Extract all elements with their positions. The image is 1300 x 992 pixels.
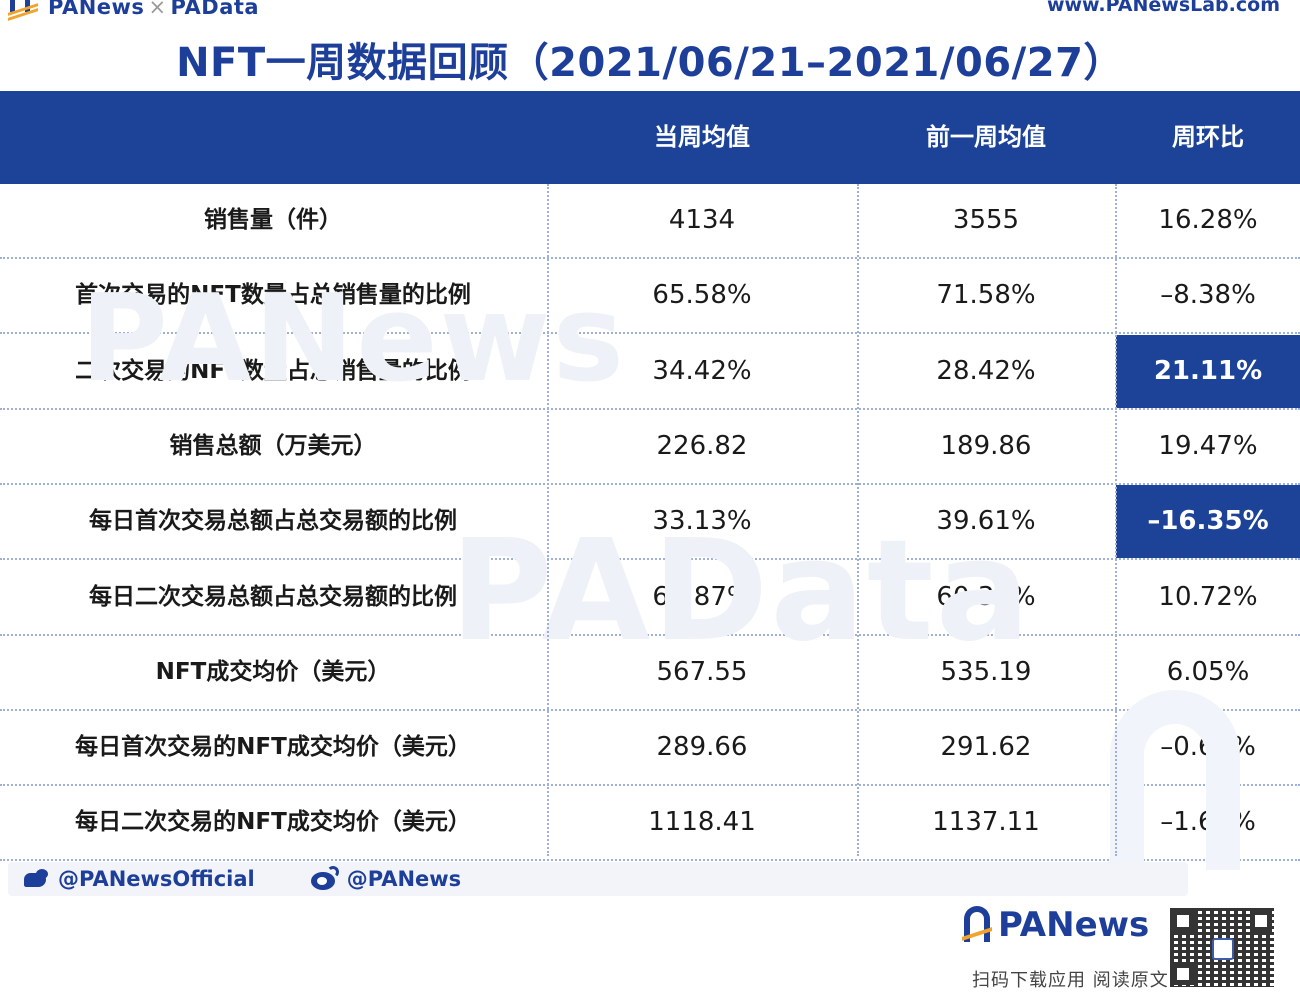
cell-change: 19.47%	[1158, 430, 1258, 461]
table-row: 每日首次交易的NFT成交均价（美元） 289.66 291.62 –0.67%	[0, 711, 1300, 787]
cell-current: 226.82	[656, 430, 748, 461]
cell-previous: 39.61%	[936, 506, 1036, 537]
cell-change: 6.05%	[1166, 656, 1250, 687]
weibo-icon	[309, 866, 339, 892]
brand-left-name: PANews	[48, 0, 145, 19]
brand-separator: ×	[148, 0, 167, 19]
page-title: NFT一周数据回顾（2021/06/21–2021/06/27）	[176, 40, 1124, 86]
header-cell-label	[0, 91, 546, 184]
footer-logo-text: PANews	[998, 905, 1150, 945]
panews-logo-icon	[962, 906, 992, 944]
cell-change: –16.35%	[1116, 485, 1300, 559]
cell-change: 10.72%	[1158, 581, 1258, 612]
row-label: 销售总额（万美元）	[169, 432, 377, 459]
cell-current: 33.13%	[652, 506, 752, 537]
brand-logo: PANews × PAData	[8, 0, 259, 21]
weibo-handle-text: @PANews	[346, 867, 462, 891]
table-row: 首次交易的NFT数量占总销售量的比例 65.58% 71.58% –8.38%	[0, 259, 1300, 335]
table-row: 销售量（件） 4134 3555 16.28%	[0, 184, 1300, 259]
panews-logo-icon	[8, 0, 42, 21]
table-row: 销售总额（万美元） 226.82 189.86 19.47%	[0, 410, 1300, 485]
cell-change: 21.11%	[1116, 334, 1300, 408]
brand-right-name: PAData	[170, 0, 260, 19]
cell-current: 66.87%	[652, 581, 752, 612]
header-cell-change: 周环比	[1172, 123, 1244, 151]
cell-current: 567.55	[656, 656, 748, 687]
cell-current: 4134	[668, 205, 736, 235]
cell-current: 1118.41	[648, 807, 756, 838]
twitter-handle-text: @PANewsOfficial	[58, 867, 255, 891]
download-caption: 扫码下载应用 阅读原文	[972, 970, 1169, 991]
cell-current: 289.66	[656, 732, 748, 763]
row-label: 每日首次交易总额占总交易额的比例	[89, 508, 457, 535]
table-row: 每日二次交易的NFT成交均价（美元） 1118.41 1137.11 –1.64%	[0, 786, 1300, 862]
cell-current: 34.42%	[652, 355, 752, 386]
site-url: www.PANewsLab.com	[1046, 0, 1280, 16]
header-cell-current: 当周均值	[654, 123, 750, 151]
table-header: 当周均值 前一周均值 周环比	[0, 91, 1300, 184]
row-label: NFT成交均价（美元）	[155, 658, 391, 685]
cell-change: –8.38%	[1160, 280, 1256, 311]
row-label: 每日二次交易总额占总交易额的比例	[89, 583, 457, 610]
header-cell-previous: 前一周均值	[926, 123, 1046, 151]
data-table: 当周均值 前一周均值 周环比	[0, 91, 1300, 184]
column-divider	[547, 184, 549, 856]
cell-previous: 3555	[952, 205, 1020, 235]
row-label: 首次交易的NFT数量占总销售量的比例	[75, 282, 471, 309]
row-label: 二次交易的NFT数量占总销售量的比例	[75, 357, 471, 384]
twitter-handle[interactable]: @PANewsOfficial	[22, 867, 255, 891]
cell-previous: 291.62	[940, 732, 1032, 763]
row-label: 每日二次交易的NFT成交均价（美元）	[75, 809, 471, 836]
table-row: 每日二次交易总额占总交易额的比例 66.87% 60.39% 10.72%	[0, 561, 1300, 636]
social-bar: @PANewsOfficial @PANews	[8, 862, 1188, 896]
cell-previous: 1137.11	[932, 807, 1040, 838]
cell-previous: 189.86	[940, 430, 1032, 461]
cell-change: 16.28%	[1158, 205, 1258, 235]
brand-text: PANews × PAData	[48, 0, 259, 19]
table-row: 每日首次交易总额占总交易额的比例 33.13% 39.61% –16.35%	[0, 485, 1300, 561]
cell-previous: 28.42%	[936, 355, 1036, 386]
column-divider	[1115, 184, 1117, 856]
cell-previous: 71.58%	[936, 280, 1036, 311]
table-row: NFT成交均价（美元） 567.55 535.19 6.05%	[0, 636, 1300, 711]
top-bar: PANews × PAData www.PANewsLab.com	[0, 0, 1300, 22]
table-row: 二次交易的NFT数量占总销售量的比例 34.42% 28.42% 21.11%	[0, 334, 1300, 410]
twitter-icon	[22, 867, 50, 891]
row-label: 销售量（件）	[204, 207, 342, 233]
footer-logo: PANews	[962, 905, 1149, 945]
cell-previous: 60.39%	[936, 581, 1036, 612]
row-label: 每日首次交易的NFT成交均价（美元）	[75, 734, 471, 761]
qr-code-icon[interactable]	[1170, 908, 1274, 987]
watermark-logo-icon	[1110, 690, 1240, 870]
cell-current: 65.58%	[652, 280, 752, 311]
column-divider	[857, 184, 859, 856]
weibo-handle[interactable]: @PANews	[309, 866, 461, 892]
cell-previous: 535.19	[940, 656, 1032, 687]
